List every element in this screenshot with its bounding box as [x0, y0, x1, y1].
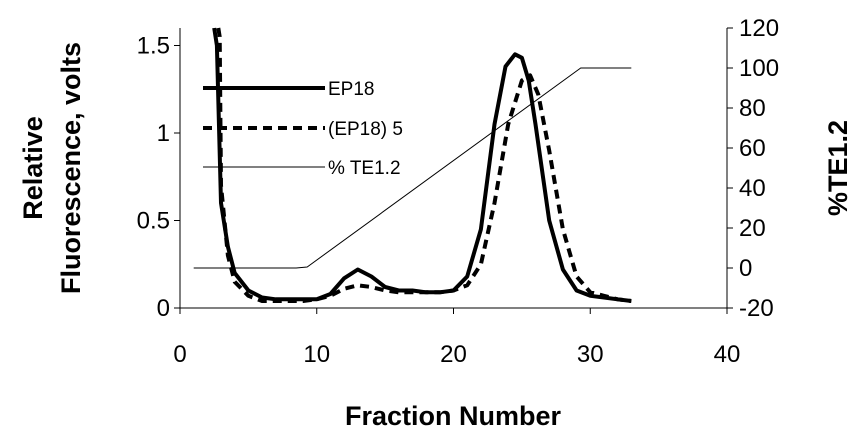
y-right-tick-label: 60 — [739, 135, 766, 162]
x-axis-title: Fraction Number — [345, 401, 562, 431]
series-lines — [193, 27, 632, 303]
y-left-tick-label: 0 — [157, 295, 170, 322]
y-left-tick-label: 1 — [157, 120, 170, 147]
legend-label-ep18: EP18 — [328, 79, 374, 100]
series-line-te1-2 — [193, 67, 632, 269]
y-right-tick-label: 0 — [739, 255, 752, 282]
x-tick-label: 20 — [440, 341, 467, 368]
axis-labels: Fraction Number Relative Fluorescence, vol… — [18, 42, 853, 431]
x-tick-label: 0 — [173, 341, 186, 368]
y-left-axis-title-line1: Relative — [18, 116, 48, 220]
y-left-axis-title: Relative Fluorescence, volts — [18, 42, 86, 294]
x-tick-label: 10 — [303, 341, 330, 368]
x-tick-label: 40 — [714, 341, 741, 368]
y-left-tick-label: 0.5 — [137, 208, 170, 235]
y-left-axis-title-line2: Fluorescence, volts — [56, 42, 86, 294]
y-right-tick-label: 80 — [739, 95, 766, 122]
series-line-ep18-5 — [216, 27, 632, 303]
series-line-ep18 — [212, 27, 632, 303]
axes: 0 10 20 30 40 0 0.5 1 1.5 -20 0 20 40 60 80 100 120 — [137, 15, 779, 368]
y-right-tick-label: 120 — [739, 15, 779, 42]
y-right-axis-title: %TE1.2 — [823, 120, 853, 216]
y-right-tick-label: 100 — [739, 55, 779, 82]
y-left-tick-label: 1.5 — [137, 33, 170, 60]
x-tick-label: 30 — [577, 341, 604, 368]
y-right-tick-label: -20 — [739, 295, 774, 322]
legend-label-te1-2: % TE1.2 — [328, 158, 401, 179]
y-right-tick-label: 20 — [739, 215, 766, 242]
legend-label-ep18-5: (EP18) 5 — [328, 119, 403, 140]
y-right-tick-label: 40 — [739, 175, 766, 202]
legend: EP18 (EP18) 5 % TE1.2 — [203, 79, 403, 179]
